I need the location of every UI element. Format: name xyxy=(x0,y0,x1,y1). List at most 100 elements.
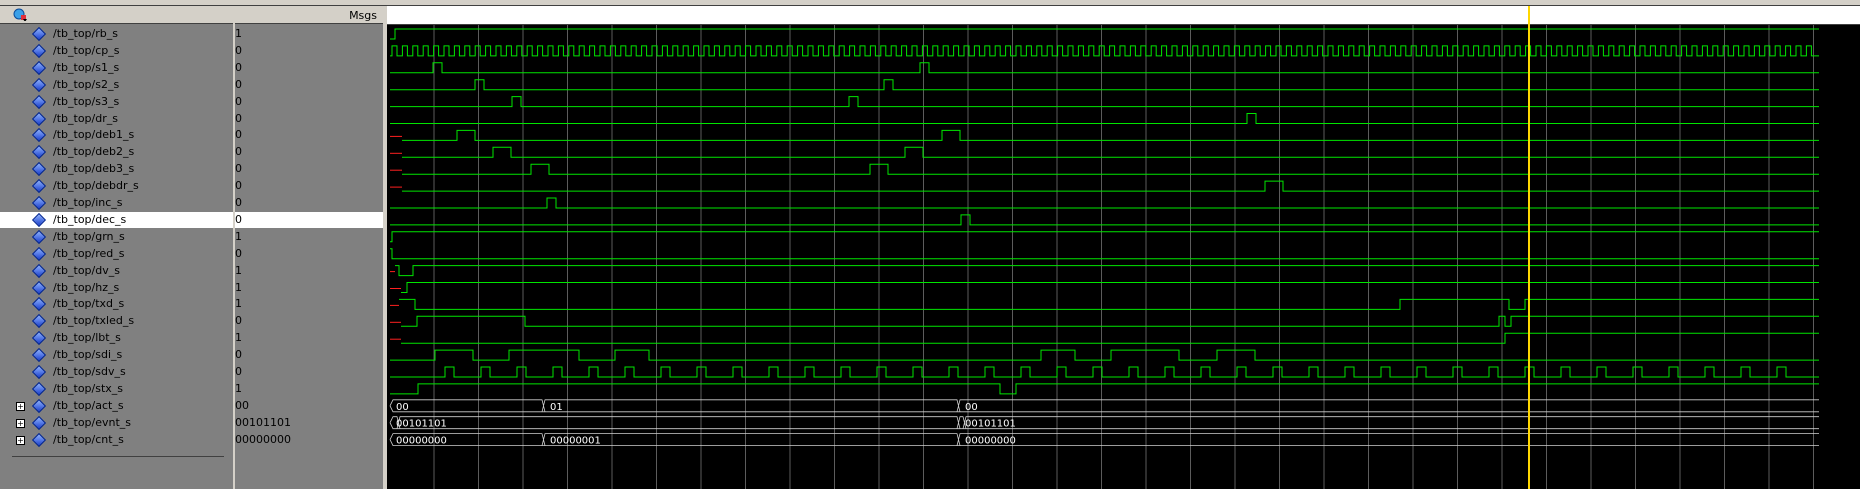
signal-row[interactable]: /tb_top/dv_s xyxy=(0,263,233,279)
signal-row[interactable]: /tb_top/dr_s xyxy=(0,111,233,127)
wave-lbt xyxy=(401,332,1819,344)
bus-value-label: 01 xyxy=(550,402,563,413)
signal-value: 0 xyxy=(235,43,242,57)
signal-name: /tb_top/s1_s xyxy=(53,60,120,74)
signal-value-row[interactable]: 0 xyxy=(235,60,383,76)
wave-grn xyxy=(390,231,1819,243)
bus-value-label: 00 xyxy=(396,402,409,413)
signal-value-row[interactable]: 0 xyxy=(235,178,383,194)
signal-row[interactable]: /tb_top/grn_s xyxy=(0,229,233,245)
signal-row[interactable]: /tb_top/s3_s xyxy=(0,94,233,110)
signal-value: 0 xyxy=(235,179,242,193)
signal-diamond-icon xyxy=(31,381,47,396)
signal-value-row[interactable]: 0 xyxy=(235,161,383,177)
pane-divider xyxy=(12,456,224,457)
signal-diamond-icon xyxy=(31,43,47,58)
signal-value-row[interactable]: 0 xyxy=(235,313,383,329)
signal-value-row[interactable]: 0 xyxy=(235,111,383,127)
signal-row[interactable]: /tb_top/stx_s xyxy=(0,381,233,397)
signal-row[interactable]: /tb_top/inc_s xyxy=(0,195,233,211)
signal-value: 0 xyxy=(235,212,242,226)
signal-row[interactable]: /tb_top/lbt_s xyxy=(0,330,233,346)
signal-name: /tb_top/dec_s xyxy=(53,212,127,226)
bus-value-label: 00 xyxy=(965,402,978,413)
signal-row[interactable]: /tb_top/sdi_s xyxy=(0,347,233,363)
signal-value-row[interactable]: 0 xyxy=(235,246,383,262)
signal-value-row[interactable]: 00000000 xyxy=(235,432,383,448)
waveform-canvas[interactable]: 00 01 00 00101101 00101101 00000000 00000001 00… xyxy=(387,6,1860,489)
signal-name: /tb_top/txled_s xyxy=(53,314,135,328)
wave-cnt-bus xyxy=(389,433,1819,446)
signal-row[interactable]: + /tb_top/act_s xyxy=(0,398,233,414)
wave-deb3 xyxy=(402,163,1819,175)
expand-bus-icon[interactable]: + xyxy=(16,418,25,428)
wave-act-bus xyxy=(389,399,1819,412)
signal-row[interactable]: /tb_top/dec_s xyxy=(0,211,233,228)
signal-row[interactable]: + /tb_top/cnt_s xyxy=(0,432,233,448)
signal-value-row[interactable]: 0 xyxy=(235,195,383,211)
signal-row[interactable]: /tb_top/deb2_s xyxy=(0,144,233,160)
signal-value-row[interactable]: 1 xyxy=(235,229,383,245)
signal-row[interactable]: + /tb_top/evnt_s xyxy=(0,415,233,431)
signal-value-row[interactable]: 1 xyxy=(235,263,383,279)
signal-value-row[interactable]: 1 xyxy=(235,381,383,397)
signal-row[interactable]: /tb_top/sdv_s xyxy=(0,364,233,380)
waveform-pane[interactable]: 00 01 00 00101101 00101101 00000000 00000001 00… xyxy=(387,6,1860,489)
signal-name: /tb_top/stx_s xyxy=(53,381,124,395)
signal-row[interactable]: /tb_top/s2_s xyxy=(0,77,233,93)
signal-value: 0 xyxy=(235,196,242,209)
wave-cp-clock xyxy=(390,45,1819,57)
signal-value-row[interactable]: 0 xyxy=(235,211,383,228)
signal-value: 1 xyxy=(235,280,242,294)
expand-bus-icon[interactable]: + xyxy=(16,401,25,411)
wave-dec xyxy=(390,214,1819,226)
signal-value-row[interactable]: 0 xyxy=(235,94,383,110)
signal-value-row[interactable]: 1 xyxy=(235,296,383,312)
signal-diamond-icon xyxy=(31,432,47,447)
wave-debdr xyxy=(402,180,1819,192)
signal-value: 1 xyxy=(235,331,242,345)
wave-inc xyxy=(390,197,1819,209)
name-pane-header xyxy=(0,6,233,24)
signal-diamond-icon xyxy=(31,128,47,143)
signal-diamond-icon xyxy=(31,145,47,160)
wave-sdv xyxy=(390,366,1819,378)
wave-list-icon[interactable] xyxy=(13,8,27,21)
signal-value-row[interactable]: 00 xyxy=(235,398,383,414)
signal-value-row[interactable]: 00101101 xyxy=(235,415,383,431)
signal-row[interactable]: /tb_top/deb1_s xyxy=(0,127,233,143)
signal-row[interactable]: /tb_top/red_s xyxy=(0,246,233,262)
signal-value-row[interactable]: 0 xyxy=(235,77,383,93)
signal-row[interactable]: /tb_top/txd_s xyxy=(0,296,233,312)
expand-bus-icon[interactable]: + xyxy=(16,435,25,445)
wave-sdi xyxy=(390,349,1819,361)
signal-name-pane[interactable]: /tb_top/rb_s/tb_top/cp_s/tb_top/s1_s/tb_… xyxy=(0,6,235,489)
signal-value-row[interactable]: 1 xyxy=(235,280,383,296)
signal-value: 0 xyxy=(235,145,242,159)
signal-row[interactable]: /tb_top/s1_s xyxy=(0,60,233,76)
signal-value-row[interactable]: 0 xyxy=(235,364,383,380)
signal-value-pane[interactable]: Msgs 1 0 0 0 0 0 0 0 0 0 0 0 1 0 1 1 1 0 1 0 0 1 00 00101101 000… xyxy=(235,6,387,489)
signal-value-row[interactable]: 0 xyxy=(235,43,383,59)
signal-row[interactable]: /tb_top/debdr_s xyxy=(0,178,233,194)
signal-diamond-icon xyxy=(31,111,47,126)
signal-row[interactable]: /tb_top/rb_s xyxy=(0,26,233,42)
wave-evnt-bus xyxy=(389,416,1819,429)
signal-diamond-icon xyxy=(31,162,47,177)
signal-diamond-icon xyxy=(31,297,47,312)
signal-value: 00101101 xyxy=(235,415,291,429)
signal-value-row[interactable]: 0 xyxy=(235,347,383,363)
signal-row[interactable]: /tb_top/cp_s xyxy=(0,43,233,59)
signal-name: /tb_top/deb2_s xyxy=(53,145,135,159)
signal-value-row[interactable]: 0 xyxy=(235,127,383,143)
signal-value: 0 xyxy=(235,128,242,142)
signal-row[interactable]: /tb_top/txled_s xyxy=(0,313,233,329)
signal-value-row[interactable]: 1 xyxy=(235,26,383,42)
wave-stx xyxy=(390,383,1819,395)
signal-row[interactable]: /tb_top/hz_s xyxy=(0,280,233,296)
signal-row[interactable]: /tb_top/deb3_s xyxy=(0,161,233,177)
signal-value: 0 xyxy=(235,246,242,260)
signal-name: /tb_top/deb3_s xyxy=(53,162,135,176)
signal-value-row[interactable]: 0 xyxy=(235,144,383,160)
signal-value-row[interactable]: 1 xyxy=(235,330,383,346)
